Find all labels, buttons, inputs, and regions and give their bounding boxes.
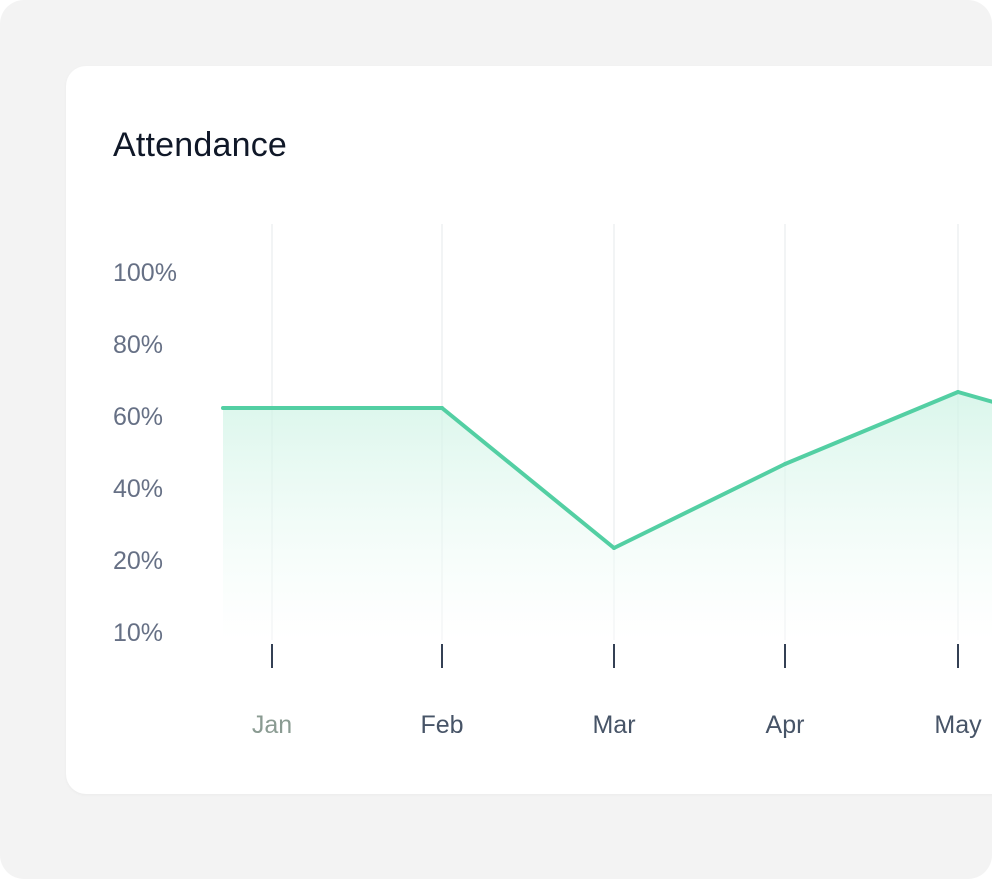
area-fill-group [223,392,992,640]
y-tick-label: 100% [113,259,177,287]
y-tick-label: 40% [113,475,163,503]
x-label-apr: Apr [766,711,805,739]
data-point-mar [612,546,616,550]
x-label-jan: Jan [252,711,292,739]
x-axis-labels: Jan Feb Mar Apr May [252,711,982,739]
data-point-may [956,390,960,394]
series-line [221,390,992,550]
x-label-feb: Feb [420,711,463,739]
y-tick-label: 10% [113,619,163,647]
x-label-mar: Mar [592,711,635,739]
x-label-may: May [934,711,982,739]
data-point-apr [783,462,787,466]
chart-card [66,66,992,794]
chart-title: Attendance [113,126,288,164]
x-axis-ticks [271,644,959,668]
y-tick-label: 20% [113,547,163,575]
y-tick-label: 80% [113,331,163,359]
data-point-jan [270,406,274,410]
y-tick-label: 60% [113,403,163,431]
y-axis-labels: 100% 80% 60% 40% 20% 10% [113,259,177,647]
area-fill [223,392,992,640]
series-line-group [221,390,992,550]
data-point-feb [440,406,444,410]
